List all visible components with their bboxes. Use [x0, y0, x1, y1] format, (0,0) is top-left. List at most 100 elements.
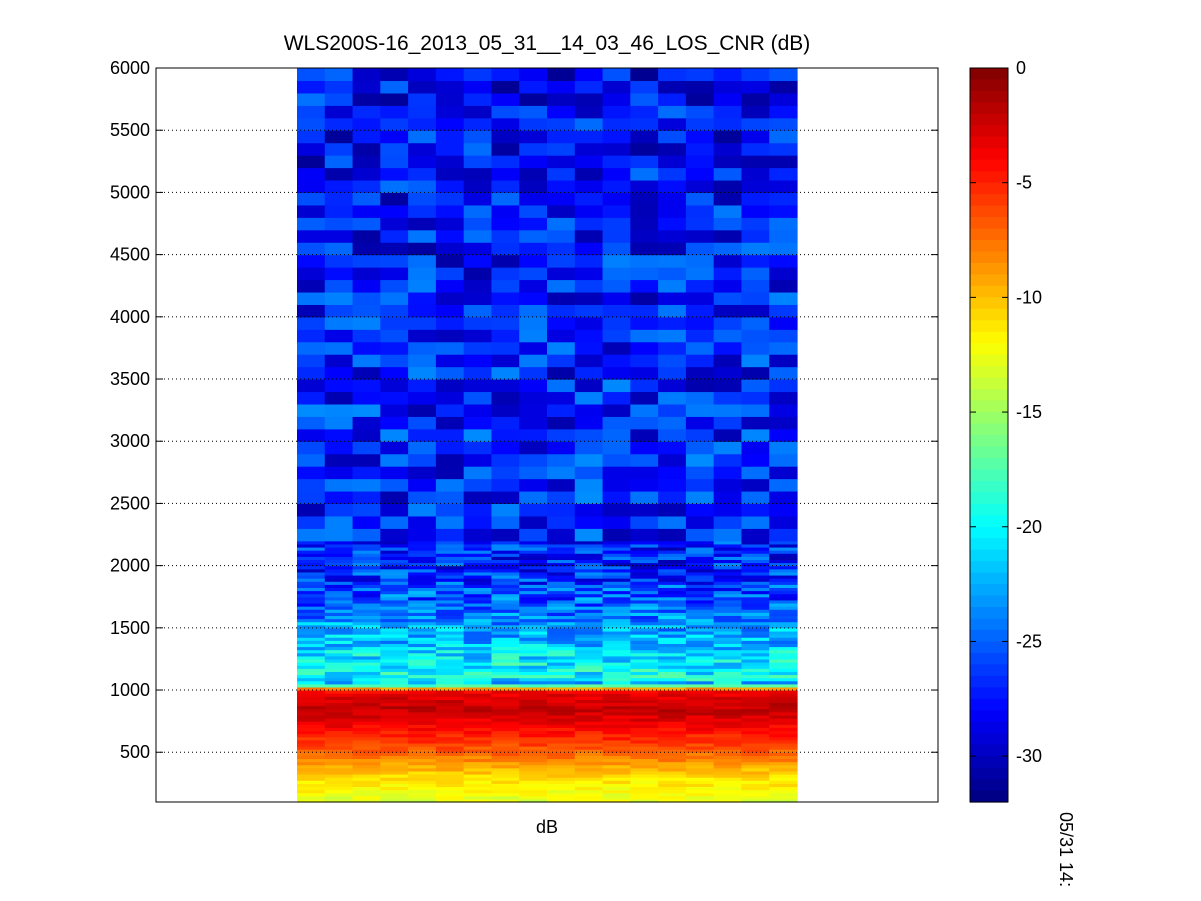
heatmap-cell — [463, 130, 493, 144]
heatmap-cell — [658, 618, 687, 623]
heatmap-cell — [380, 746, 409, 750]
heatmap-cell — [741, 562, 770, 567]
heatmap-cell — [602, 736, 631, 741]
heatmap-cell — [463, 770, 493, 775]
heatmap-cell — [769, 584, 798, 588]
heatmap-cell — [435, 708, 465, 713]
heatmap-cell — [491, 117, 520, 131]
heatmap-cell — [463, 142, 493, 156]
heatmap-cell — [491, 739, 520, 744]
heatmap-cell — [547, 624, 576, 629]
heatmap-cell — [491, 596, 520, 601]
heatmap-cell — [463, 80, 493, 94]
heatmap-cell — [713, 637, 743, 641]
heatmap-cell — [602, 559, 631, 564]
heatmap-cell — [547, 708, 576, 713]
heatmap-cell — [630, 634, 659, 638]
heatmap-cell — [519, 581, 548, 585]
heatmap-cell — [297, 167, 326, 181]
heatmap-cell — [769, 758, 798, 763]
heatmap-cell — [741, 658, 770, 663]
heatmap-cell — [685, 329, 715, 343]
heatmap-cell — [574, 466, 604, 480]
heatmap-cell — [602, 92, 631, 106]
heatmap-cell — [685, 590, 715, 595]
heatmap-cell — [491, 441, 520, 455]
heatmap-cell — [408, 155, 437, 169]
heatmap-cell — [352, 543, 381, 548]
colorbar-tick-label: -25 — [1016, 631, 1042, 651]
heatmap-cell — [658, 453, 687, 467]
heatmap-cell — [408, 574, 437, 579]
heatmap-cell — [713, 721, 743, 725]
heatmap-cell — [491, 550, 520, 554]
heatmap-cell — [769, 568, 798, 573]
heatmap-cell — [713, 767, 743, 772]
heatmap-cell — [741, 466, 770, 480]
heatmap-cell — [519, 254, 548, 268]
heatmap-cell — [491, 655, 520, 660]
heatmap-cell — [658, 621, 687, 626]
heatmap-cell — [547, 403, 576, 417]
colorbar-step — [970, 297, 1008, 310]
heatmap-cell — [547, 366, 576, 380]
heatmap-cell — [435, 550, 465, 554]
heatmap-cell — [435, 584, 465, 588]
heatmap-cell — [519, 562, 548, 567]
heatmap-cell — [741, 798, 770, 803]
heatmap-cell — [463, 721, 493, 725]
heatmap-cell — [741, 696, 770, 700]
heatmap-cell — [324, 764, 354, 769]
heatmap-cell — [324, 155, 354, 169]
heatmap-cell — [380, 618, 409, 623]
heatmap-cell — [685, 416, 715, 430]
colorbar-tick-label: -15 — [1016, 402, 1042, 422]
heatmap-cell — [297, 574, 326, 579]
heatmap-cell — [658, 606, 687, 610]
heatmap-cell — [380, 217, 409, 231]
colorbar-step — [970, 607, 1008, 620]
heatmap-cell — [630, 708, 659, 713]
heatmap-cell — [297, 683, 326, 688]
heatmap-cell — [491, 543, 520, 548]
heatmap-cell — [630, 117, 659, 131]
heatmap-cell — [297, 428, 326, 442]
heatmap-cell — [769, 786, 798, 791]
heatmap-cell — [685, 612, 715, 616]
colorbar-tick-label: -10 — [1016, 287, 1042, 307]
heatmap-cell — [491, 490, 520, 505]
heatmap-cell — [297, 702, 326, 707]
heatmap-cell — [324, 699, 354, 704]
heatmap-cell — [713, 795, 743, 800]
heatmap-cell — [324, 795, 354, 800]
heatmap-cell — [713, 599, 743, 604]
heatmap-cell — [769, 637, 798, 641]
heatmap-cell — [324, 379, 354, 393]
heatmap-cell — [491, 761, 520, 766]
heatmap-cell — [324, 316, 354, 330]
heatmap-cell — [685, 714, 715, 719]
heatmap-cell — [741, 724, 770, 728]
colorbar-step — [970, 675, 1008, 688]
heatmap-cell — [658, 441, 687, 455]
heatmap-cell — [741, 543, 770, 548]
heatmap-cell — [602, 279, 631, 293]
heatmap-cell — [491, 789, 520, 794]
heatmap-cell — [519, 599, 548, 604]
heatmap-cell — [741, 587, 770, 592]
heatmap-cell — [408, 217, 437, 231]
chart-title: WLS200S-16_2013_05_31__14_03_46_LOS_CNR … — [284, 32, 811, 55]
heatmap-cell — [352, 649, 381, 654]
heatmap-cell — [519, 366, 548, 380]
colorbar-step — [970, 171, 1008, 184]
heatmap-cell — [324, 798, 354, 803]
heatmap-cell — [685, 711, 715, 716]
heatmap-cell — [574, 167, 604, 181]
heatmap-cell — [435, 752, 465, 756]
heatmap-cell — [435, 428, 465, 442]
heatmap-cell — [352, 708, 381, 713]
heatmap-cell — [741, 627, 770, 632]
heatmap-cell — [435, 693, 465, 697]
heatmap-cell — [380, 783, 409, 788]
heatmap-cell — [297, 92, 326, 106]
